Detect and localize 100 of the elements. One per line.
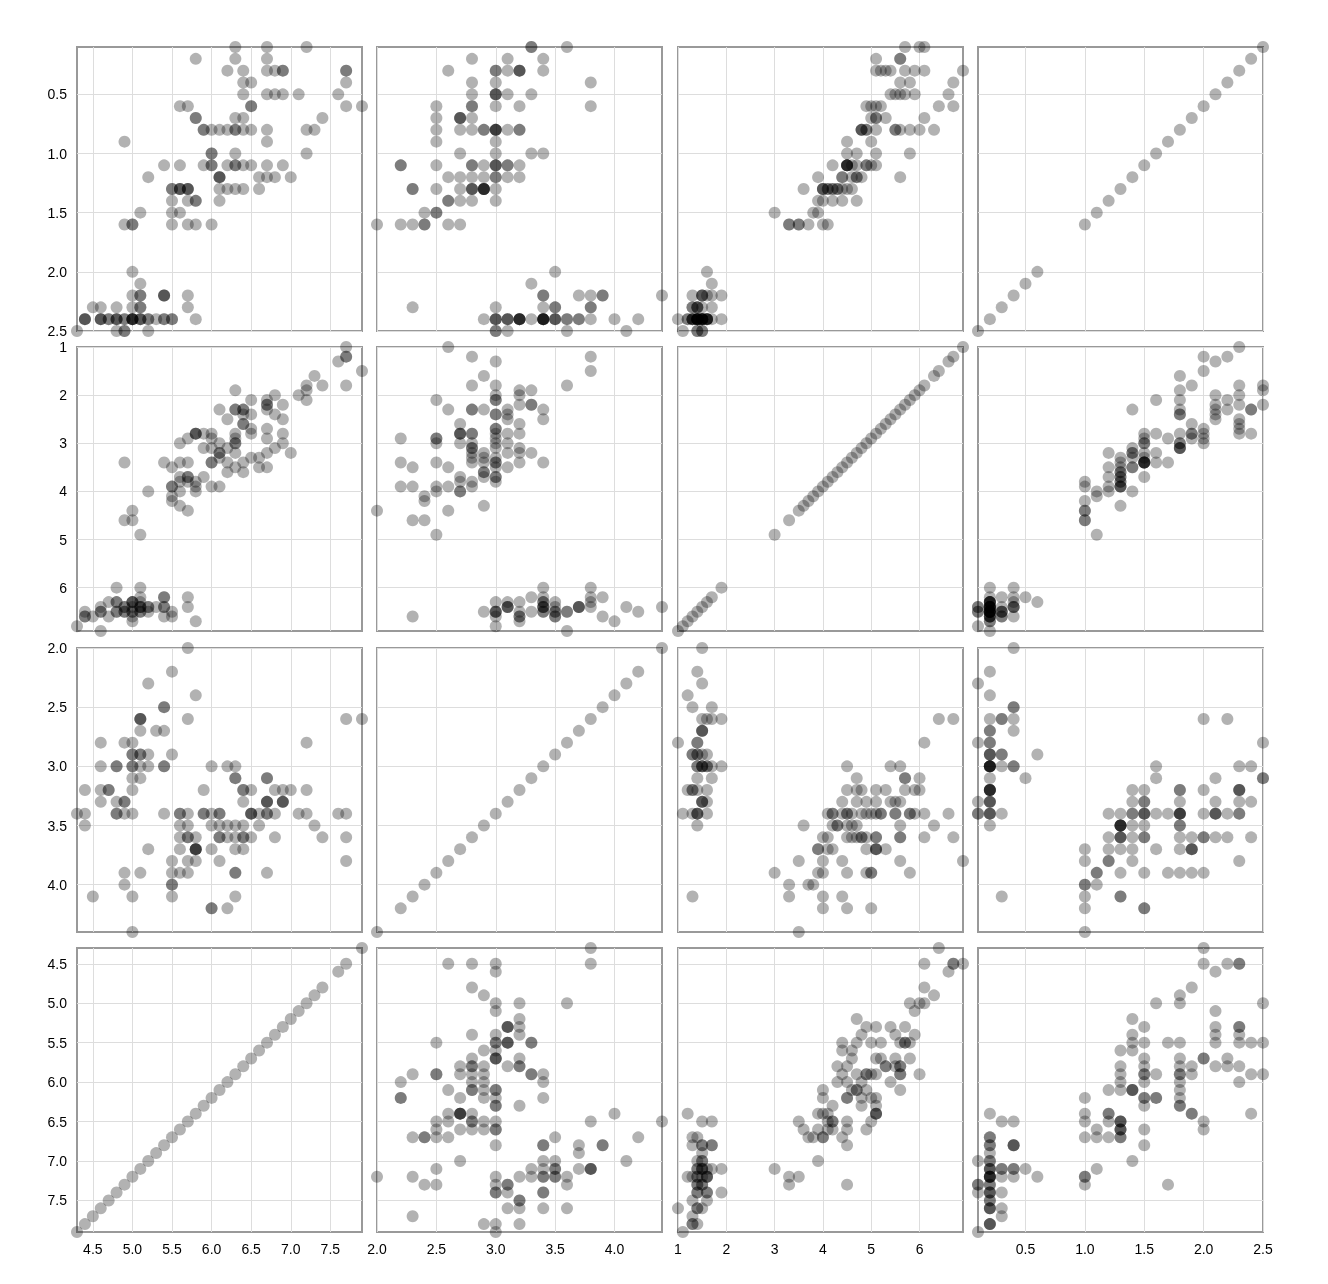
point (1221, 76, 1234, 89)
y-tick-label: 4.5 (47, 955, 68, 972)
point (261, 1036, 273, 1049)
point (549, 748, 562, 761)
point (917, 379, 930, 392)
point (1256, 41, 1269, 53)
x-tick-label: 6.0 (201, 1240, 222, 1257)
point (173, 1123, 186, 1136)
point (110, 1186, 123, 1199)
x-tick-label: 5.5 (162, 1240, 182, 1257)
x-tick-label: 6.5 (241, 1240, 262, 1257)
point (237, 1060, 250, 1073)
x-tick-label: 3.5 (545, 1240, 566, 1257)
point (466, 830, 479, 843)
point (782, 514, 795, 527)
point (332, 965, 345, 978)
point (1185, 112, 1198, 124)
point (213, 1083, 226, 1096)
y-tick-label: 5.5 (47, 1034, 68, 1051)
y-tick-label: 2.0 (47, 263, 68, 280)
y-tick-label: 6 (59, 579, 68, 596)
x-tick-label: 1.5 (1134, 1240, 1155, 1257)
point (418, 878, 431, 891)
point (1197, 100, 1210, 113)
x-tick-label: 4.0 (605, 1240, 625, 1257)
point (395, 901, 408, 914)
y-tick-label: 1.0 (47, 145, 68, 162)
x-tick-label: 2.5 (1253, 1240, 1273, 1257)
point (656, 641, 669, 654)
point (86, 1210, 99, 1223)
point (632, 665, 645, 678)
point (1078, 218, 1091, 231)
point (442, 854, 455, 867)
x-tick-label: 4.5 (83, 1240, 103, 1257)
point (525, 771, 538, 784)
point (715, 581, 728, 594)
point (166, 1131, 178, 1144)
y-tick-label: 2.0 (47, 639, 68, 656)
point (94, 1202, 107, 1215)
point (406, 890, 419, 903)
point (1245, 52, 1258, 65)
x-tick-label: 1 (673, 1240, 682, 1257)
point (78, 1218, 91, 1230)
y-tick-label: 5.0 (47, 995, 68, 1012)
point (573, 724, 586, 737)
point (501, 795, 514, 808)
point (768, 529, 781, 542)
point (1173, 123, 1186, 136)
x-tick-label: 1.0 (1075, 1240, 1095, 1257)
y-tick-label: 6.5 (47, 1113, 68, 1130)
y-tick-label: 2 (59, 387, 68, 404)
point (205, 1091, 218, 1104)
point (1161, 135, 1174, 148)
y-tick-label: 2.5 (47, 323, 68, 339)
point (1114, 183, 1127, 195)
point (142, 1154, 155, 1167)
point (585, 712, 598, 725)
y-tick-label: 3.0 (47, 757, 68, 774)
point (1102, 194, 1115, 207)
x-tick-label: 2.0 (1193, 1240, 1214, 1257)
x-tick-label: 4 (818, 1240, 827, 1257)
x-tick-label: 2 (722, 1240, 730, 1257)
x-tick-label: 7.5 (320, 1240, 341, 1257)
point (1031, 265, 1044, 278)
point (971, 325, 984, 337)
point (268, 1028, 281, 1041)
point (158, 1139, 171, 1152)
point (956, 341, 969, 354)
point (134, 1162, 147, 1175)
y-tick-label: 2.5 (47, 698, 68, 715)
point (1150, 147, 1163, 160)
y-tick-label: 7.0 (47, 1152, 68, 1169)
point (197, 1099, 210, 1112)
y-tick-label: 6.0 (47, 1074, 68, 1090)
y-tick-label: 4 (59, 483, 68, 500)
point (478, 819, 491, 832)
point (356, 941, 368, 954)
point (454, 842, 467, 855)
point (983, 313, 996, 326)
x-tick-label: 2.0 (367, 1240, 388, 1257)
y-tick-label: 7.5 (47, 1192, 68, 1209)
point (221, 1076, 234, 1088)
point (1138, 159, 1151, 172)
point (284, 1012, 297, 1025)
point (946, 350, 959, 363)
point (253, 1044, 266, 1057)
point (126, 1170, 139, 1183)
x-tick-label: 3.0 (486, 1240, 506, 1257)
point (189, 1107, 202, 1120)
point (229, 1068, 242, 1081)
x-tick-label: 7.0 (281, 1240, 301, 1257)
point (596, 700, 609, 713)
x-tick-label: 0.5 (1015, 1240, 1036, 1257)
point (1090, 206, 1103, 219)
point (620, 677, 633, 690)
point (316, 981, 329, 994)
x-tick-label: 6 (915, 1240, 924, 1257)
point (513, 783, 526, 796)
point (932, 365, 945, 378)
point (608, 688, 621, 701)
